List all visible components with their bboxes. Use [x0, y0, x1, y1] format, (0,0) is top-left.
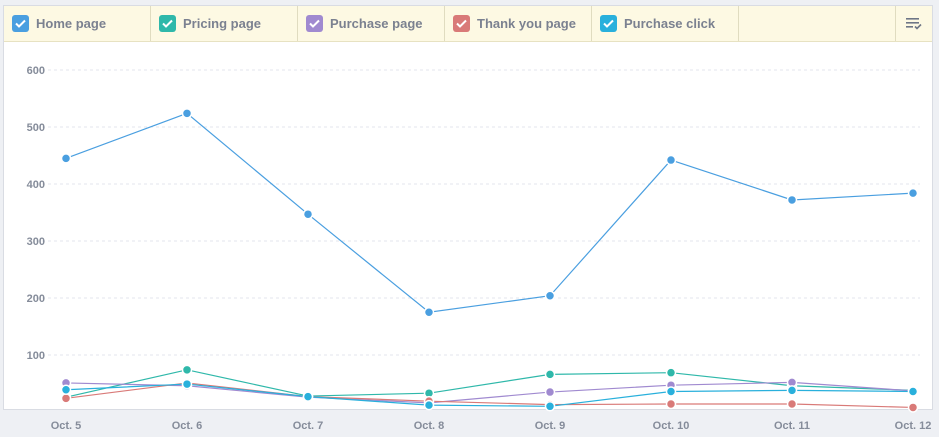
checkbox-icon[interactable]	[159, 15, 176, 32]
checkbox-icon[interactable]	[600, 15, 617, 32]
x-tick-label: Oct. 6	[172, 420, 203, 432]
data-point	[786, 194, 798, 206]
data-point	[544, 401, 556, 412]
data-point	[423, 307, 435, 318]
data-point	[60, 153, 72, 164]
legend-item-purchase-click[interactable]: Purchase click	[592, 6, 739, 41]
data-point	[665, 367, 677, 378]
data-point	[181, 108, 193, 119]
legend-item-thank-you-page[interactable]: Thank you page	[445, 6, 592, 41]
data-point	[181, 364, 193, 376]
chart-frame: Home page Pricing page Purchase page Tha…	[3, 5, 933, 410]
series-line	[65, 112, 914, 313]
data-point	[544, 290, 556, 301]
data-point	[423, 399, 435, 411]
y-tick-label: 600	[27, 65, 45, 77]
legend-bar: Home page Pricing page Purchase page Tha…	[4, 6, 932, 42]
legend-label: Purchase click	[624, 16, 716, 31]
x-tick-label: Oct. 12	[895, 420, 932, 432]
legend-label: Pricing page	[183, 16, 262, 31]
data-point	[786, 398, 798, 410]
x-tick-label: Oct. 9	[535, 420, 566, 432]
list-check-icon[interactable]	[896, 6, 932, 41]
y-tick-label: 100	[27, 350, 45, 362]
data-point	[60, 384, 72, 396]
legend-label: Purchase page	[330, 16, 423, 31]
series-line	[65, 369, 914, 398]
series-line	[65, 381, 914, 404]
x-tick-label: Oct. 8	[414, 420, 445, 432]
data-point	[907, 402, 919, 413]
data-point	[907, 187, 919, 199]
data-point	[907, 386, 919, 397]
y-tick-label: 300	[27, 236, 45, 248]
checkbox-icon[interactable]	[453, 15, 470, 32]
checkbox-icon[interactable]	[306, 15, 323, 32]
data-point	[544, 369, 556, 380]
legend-label: Thank you page	[477, 16, 576, 31]
x-tick-label: Oct. 5	[51, 420, 82, 432]
data-point	[302, 208, 314, 220]
y-tick-label: 500	[27, 122, 45, 134]
x-tick-label: Oct. 11	[774, 420, 810, 432]
data-point	[786, 385, 798, 396]
x-tick-label: Oct. 7	[293, 420, 324, 432]
y-tick-label: 200	[27, 293, 45, 305]
y-tick-label: 400	[27, 179, 45, 191]
data-point	[544, 386, 556, 398]
data-point	[665, 386, 677, 397]
data-point	[302, 391, 314, 402]
checkbox-icon[interactable]	[12, 15, 29, 32]
data-point	[665, 154, 677, 166]
series-line	[65, 383, 914, 407]
data-point	[665, 398, 677, 410]
legend-label: Home page	[36, 16, 107, 31]
data-point	[181, 378, 193, 390]
legend-item-purchase-page[interactable]: Purchase page	[298, 6, 445, 41]
x-tick-label: Oct. 10	[653, 420, 690, 432]
legend-item-pricing-page[interactable]: Pricing page	[151, 6, 298, 41]
legend-spacer	[739, 6, 896, 41]
data-point	[60, 393, 72, 404]
legend-item-home-page[interactable]: Home page	[4, 6, 151, 41]
series-line	[65, 382, 914, 409]
